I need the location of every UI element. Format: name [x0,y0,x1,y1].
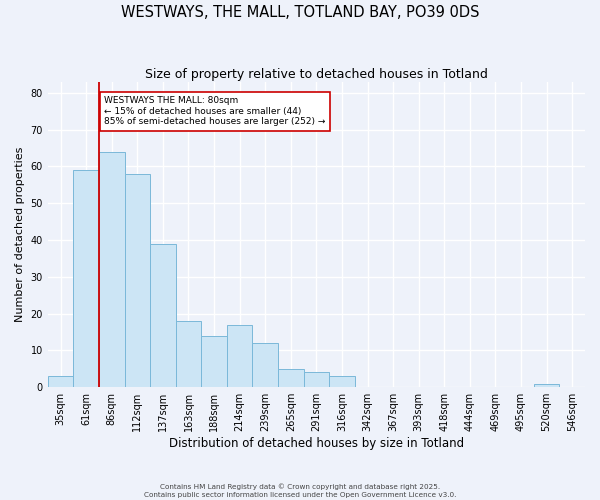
Bar [329,376,355,387]
Bar [253,343,278,387]
Bar [201,336,227,387]
Bar [227,324,253,387]
Bar [176,321,201,387]
Text: Contains HM Land Registry data © Crown copyright and database right 2025.
Contai: Contains HM Land Registry data © Crown c… [144,484,456,498]
Y-axis label: Number of detached properties: Number of detached properties [15,147,25,322]
Title: Size of property relative to detached houses in Totland: Size of property relative to detached ho… [145,68,488,80]
Bar [48,376,73,387]
Bar [534,384,559,387]
X-axis label: Distribution of detached houses by size in Totland: Distribution of detached houses by size … [169,437,464,450]
Bar [99,152,125,387]
Bar [150,244,176,387]
Bar [73,170,99,387]
Bar [304,372,329,387]
Text: WESTWAYS, THE MALL, TOTLAND BAY, PO39 0DS: WESTWAYS, THE MALL, TOTLAND BAY, PO39 0D… [121,5,479,20]
Bar [278,369,304,387]
Text: WESTWAYS THE MALL: 80sqm
← 15% of detached houses are smaller (44)
85% of semi-d: WESTWAYS THE MALL: 80sqm ← 15% of detach… [104,96,325,126]
Bar [125,174,150,387]
